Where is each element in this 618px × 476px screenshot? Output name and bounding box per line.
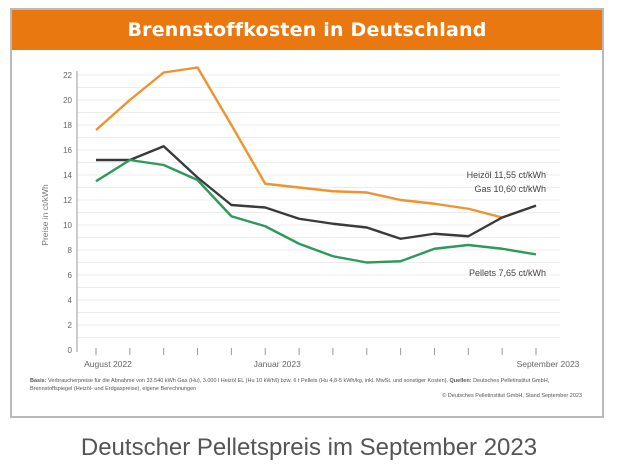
copyright: © Deutsches Pelletinstitut GmbH, Stand S… bbox=[442, 393, 582, 399]
image-caption: Deutscher Pelletspreis im September 2023 bbox=[80, 434, 538, 461]
y-tick-label: 4 bbox=[68, 296, 73, 305]
y-tick-label: 10 bbox=[63, 221, 72, 230]
basis-text: Verbraucherpreise für die Abnahme von 33… bbox=[48, 378, 448, 384]
y-tick-label: 16 bbox=[63, 146, 72, 155]
y-tick-label: 20 bbox=[63, 96, 72, 105]
y-axis-label: Preise in ct/kWh bbox=[40, 184, 50, 246]
y-tick-label: 2 bbox=[68, 321, 73, 330]
y-tick-label: 18 bbox=[63, 121, 72, 130]
series-annotation: Heizöl 11,55 ct/kWh bbox=[467, 170, 546, 180]
y-tick-label: 0 bbox=[68, 346, 73, 355]
sources-text: Deutsches Pelletinstitut GmbH, Brennstof… bbox=[30, 378, 550, 392]
x-tick-label: August 2022 bbox=[84, 359, 132, 369]
x-tick-label: September 2023 bbox=[517, 359, 580, 369]
series-line-heizöl bbox=[96, 145, 537, 240]
basis-label: Basis: bbox=[30, 378, 47, 384]
chart-title: Brennstoffkosten in Deutschland bbox=[12, 10, 602, 50]
sources-label: Quellen: bbox=[449, 378, 472, 384]
series-line-gas bbox=[95, 66, 503, 219]
series-line-pellets bbox=[95, 158, 537, 264]
y-tick-label: 14 bbox=[63, 171, 72, 180]
y-tick-label: 12 bbox=[63, 196, 72, 205]
series-annotation: Gas 10,60 ct/kWh bbox=[474, 184, 546, 194]
y-tick-label: 22 bbox=[63, 71, 72, 80]
y-tick-label: 8 bbox=[68, 246, 73, 255]
x-tick-label: Januar 2023 bbox=[254, 359, 302, 369]
y-tick-label: 6 bbox=[68, 271, 73, 280]
footnote: Basis: Verbraucherpreise für die Abnahme… bbox=[30, 378, 582, 401]
series-annotation: Pellets 7,65 ct/kWh bbox=[469, 268, 546, 278]
